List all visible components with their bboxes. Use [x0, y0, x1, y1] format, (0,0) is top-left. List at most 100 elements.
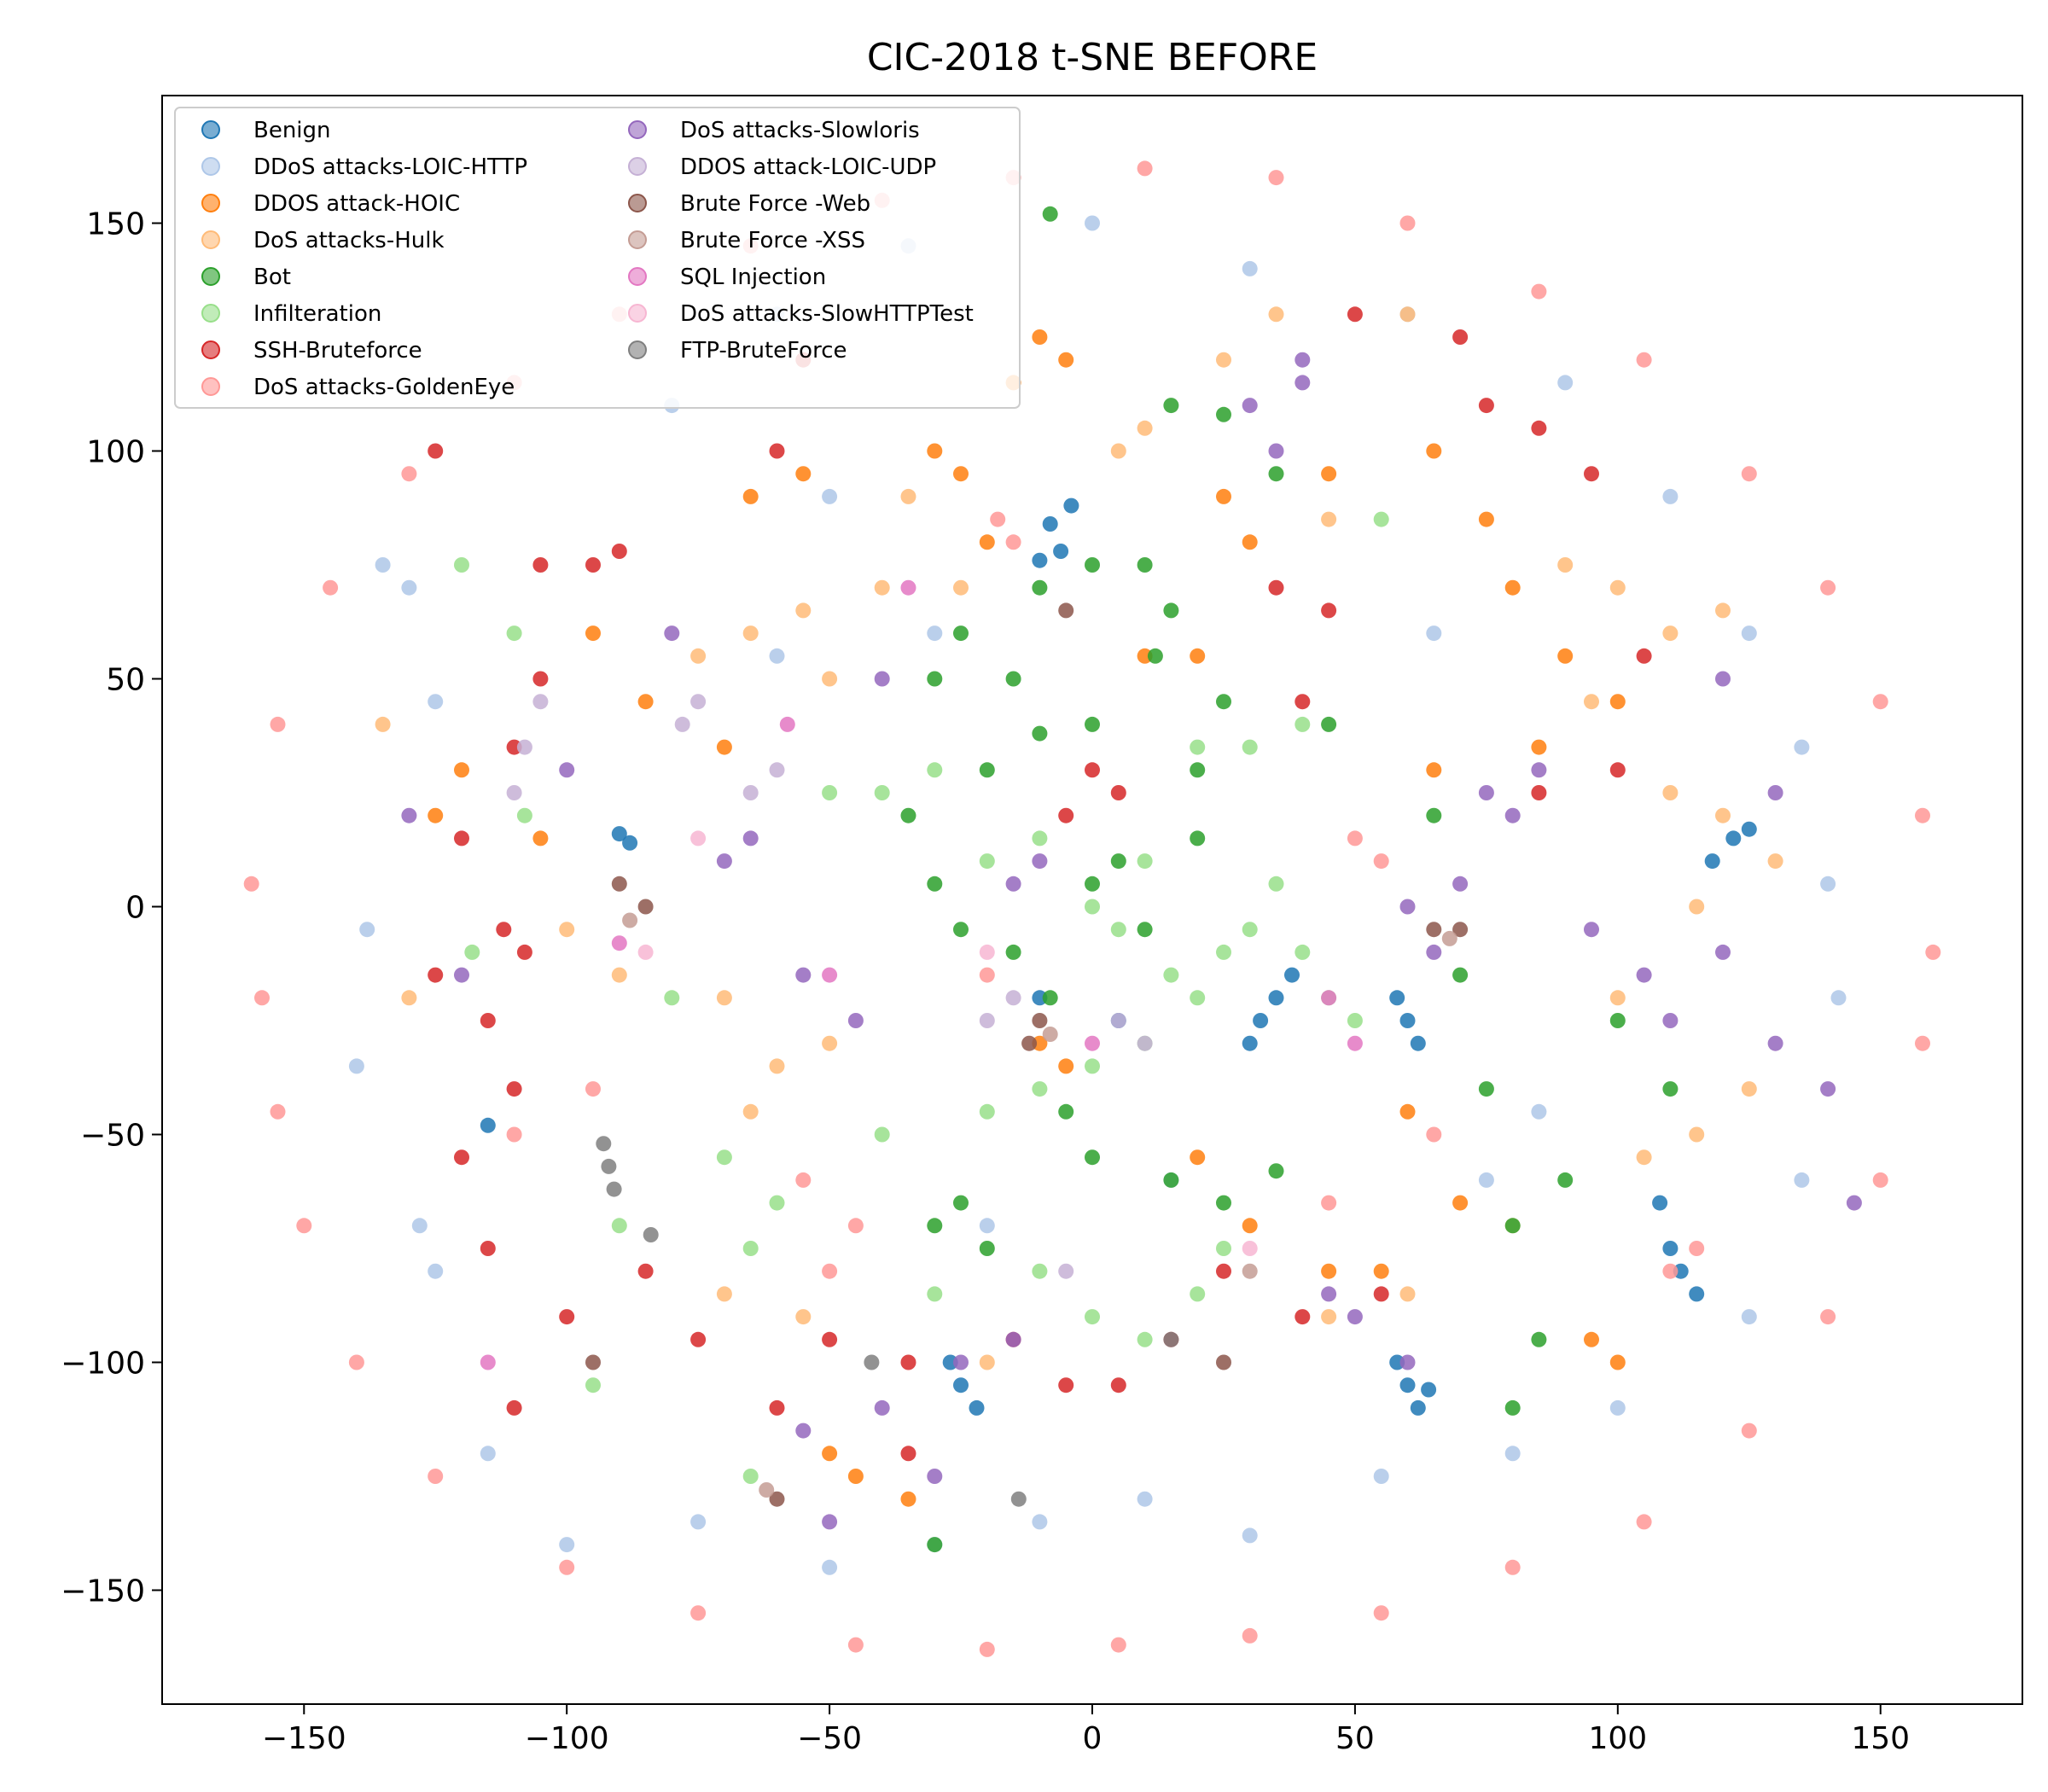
point-0-20: [1652, 1195, 1668, 1211]
point-12-3: [1347, 1035, 1363, 1051]
point-0-10: [1242, 1035, 1258, 1051]
legend-marker-10: [628, 194, 647, 212]
point-1-8: [559, 1537, 575, 1553]
point-2-3: [585, 625, 601, 642]
point-8-22: [1662, 1013, 1679, 1028]
x-axis: −150 −100 −50 0 50 100 150: [262, 1704, 1910, 1756]
point-7-47: [1689, 1241, 1705, 1256]
y-axis: −150 −100 −50 0 50 100 150: [61, 207, 162, 1609]
point-12-0: [611, 935, 627, 951]
point-4-32: [1478, 1081, 1494, 1097]
point-1-6: [428, 1263, 444, 1279]
x-tick-label-6: 150: [1851, 1721, 1910, 1756]
point-6-16: [769, 1399, 785, 1416]
point-8-11: [1005, 1331, 1021, 1347]
point-6-29: [1268, 579, 1284, 596]
point-1-10: [822, 1559, 838, 1575]
point-8-9: [874, 1399, 890, 1416]
legend-label-6: SSH-Bruteforce: [253, 338, 422, 364]
point-5-7: [742, 1241, 759, 1256]
legend-marker-3: [201, 230, 220, 249]
point-11-2: [1441, 930, 1457, 946]
point-2-4: [637, 694, 654, 710]
point-7-2: [270, 1103, 286, 1120]
point-0-8: [1253, 1013, 1269, 1028]
point-4-16: [953, 922, 969, 938]
point-3-21: [1662, 625, 1679, 642]
legend-marker-2: [201, 194, 220, 212]
point-4-40: [1190, 762, 1206, 778]
point-2-22: [1557, 648, 1574, 664]
point-5-34: [1032, 1263, 1048, 1279]
point-3-27: [1689, 899, 1705, 915]
point-1-24: [1662, 488, 1679, 504]
point-5-11: [927, 762, 943, 778]
point-1-2: [428, 694, 444, 710]
point-10-9: [585, 1354, 601, 1370]
point-7-9: [979, 1641, 995, 1657]
point-6-8: [611, 544, 627, 559]
point-2-38: [1584, 1331, 1599, 1347]
point-11-1: [1042, 1027, 1058, 1042]
point-7-15: [1741, 1423, 1757, 1439]
point-4-24: [1163, 1172, 1179, 1188]
point-0-14: [1399, 1377, 1416, 1393]
point-3-2: [716, 990, 732, 1006]
point-11-0: [622, 912, 638, 928]
chart-title: CIC-2018 t-SNE BEFORE: [867, 36, 1318, 79]
point-0-12: [1410, 1035, 1426, 1051]
point-3-31: [1741, 1081, 1757, 1097]
point-1-13: [1137, 1491, 1153, 1507]
point-6-34: [1531, 420, 1547, 436]
point-7-49: [1321, 1195, 1337, 1211]
point-4-38: [1662, 1081, 1679, 1097]
point-1-0: [375, 557, 391, 573]
series-11: [622, 912, 1457, 1498]
point-5-5: [716, 1149, 732, 1166]
point-5-1: [506, 625, 522, 642]
point-13-1: [690, 830, 707, 847]
point-4-25: [1216, 1195, 1231, 1211]
legend-marker-9: [628, 157, 647, 176]
point-5-31: [979, 1103, 995, 1120]
point-6-26: [1085, 762, 1100, 778]
point-1-37: [1531, 1103, 1547, 1120]
point-5-29: [1085, 1058, 1100, 1074]
point-5-9: [822, 785, 838, 800]
point-8-36: [927, 1469, 943, 1484]
point-2-21: [1504, 579, 1521, 596]
point-3-35: [716, 1286, 732, 1302]
point-2-32: [847, 1469, 864, 1484]
point-8-18: [1531, 762, 1547, 778]
point-8-15: [1295, 352, 1311, 368]
point-8-7: [847, 1013, 864, 1028]
legend-label-11: Brute Force -XSS: [680, 228, 865, 253]
point-5-4: [664, 990, 680, 1006]
point-8-10: [953, 1354, 969, 1370]
point-7-23: [1741, 466, 1757, 482]
point-2-5: [716, 739, 732, 755]
point-8-4: [716, 853, 732, 870]
point-4-21: [1137, 922, 1153, 938]
legend-label-13: DoS attacks-SlowHTTPTest: [680, 301, 974, 327]
point-2-1: [428, 807, 444, 823]
point-4-37: [1609, 1013, 1626, 1028]
point-9-7: [1110, 1013, 1126, 1028]
point-2-35: [1032, 1035, 1048, 1051]
point-7-40: [1373, 853, 1389, 870]
point-8-33: [1005, 876, 1021, 892]
point-6-32: [1347, 306, 1363, 323]
point-7-38: [1005, 534, 1021, 550]
point-3-30: [1689, 1126, 1705, 1143]
point-7-1: [254, 990, 270, 1006]
point-5-36: [1137, 1331, 1153, 1347]
point-4-36: [1557, 1172, 1574, 1188]
legend-marker-5: [201, 304, 220, 323]
point-4-34: [1531, 1331, 1547, 1347]
point-2-16: [1216, 488, 1231, 504]
point-3-34: [1321, 1309, 1337, 1325]
point-3-13: [1110, 443, 1126, 459]
point-6-13: [559, 1309, 575, 1325]
point-0-13: [1389, 990, 1405, 1006]
series-9: [506, 694, 1153, 1279]
